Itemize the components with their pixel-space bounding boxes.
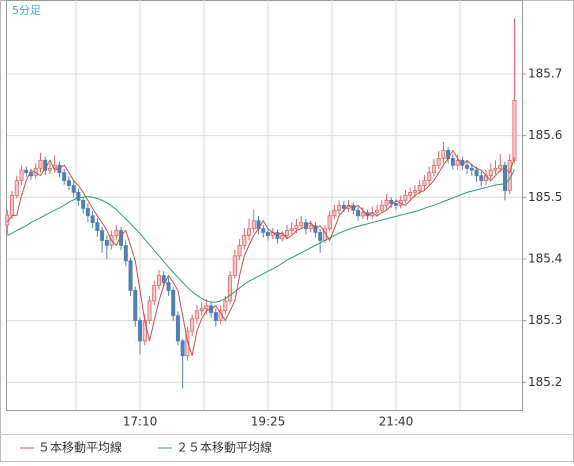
candle-body <box>469 167 474 171</box>
candle-body <box>436 158 441 166</box>
candle-body <box>104 240 109 246</box>
candle-body <box>237 244 242 257</box>
candle-body <box>389 199 394 204</box>
candle-body <box>10 195 15 216</box>
candle-body <box>14 180 19 196</box>
chart-title: 5分足 <box>12 4 41 17</box>
candle-body <box>507 159 512 191</box>
x-tick-label: 19:25 <box>251 415 286 429</box>
candle-body <box>228 275 233 302</box>
candle-body <box>114 230 119 236</box>
candle-body <box>100 230 105 241</box>
candle-body <box>384 199 389 206</box>
candle-body <box>247 228 252 236</box>
candle-body <box>95 222 100 231</box>
candle-body <box>332 209 337 217</box>
candle-body <box>47 167 52 171</box>
candle-body <box>90 215 95 223</box>
candle-body <box>66 180 71 186</box>
candle-body <box>152 285 157 302</box>
candle-body <box>190 318 195 332</box>
legend-label: ２５本移動平均線 <box>176 440 272 455</box>
candle-body <box>171 289 176 317</box>
y-tick-label: 185.7 <box>528 66 562 80</box>
y-tick-label: 185.5 <box>528 190 562 204</box>
candle-body <box>180 340 185 357</box>
y-tick-label: 185.3 <box>528 313 562 327</box>
candle-body <box>327 215 332 230</box>
plot-area <box>6 0 523 411</box>
candle-body <box>488 169 493 177</box>
candle-body <box>379 204 384 211</box>
x-tick-label: 17:10 <box>123 415 158 429</box>
candle-body <box>76 191 81 201</box>
legend-label: ５本移動平均線 <box>38 440 122 455</box>
candle-body <box>474 169 479 177</box>
candle-body <box>417 185 422 191</box>
candle-body <box>427 172 432 182</box>
candle-body <box>166 281 171 291</box>
candle-body <box>85 207 90 217</box>
x-tick-label: 21:40 <box>379 415 414 429</box>
candle-body <box>408 191 413 196</box>
candle-body <box>375 209 380 214</box>
candle-body <box>393 203 398 206</box>
y-tick-label: 185.6 <box>528 128 562 142</box>
y-tick-label: 185.2 <box>528 375 562 389</box>
candle-body <box>512 100 517 161</box>
candle-body <box>422 180 427 186</box>
candle-body <box>284 230 289 236</box>
candle-body <box>81 199 86 209</box>
candle-body <box>242 235 247 246</box>
candle-body <box>431 164 436 174</box>
ma-line <box>7 169 515 303</box>
candle-body <box>232 255 237 276</box>
candle-body <box>251 220 256 230</box>
candle-body <box>360 212 365 217</box>
candle-body <box>403 195 408 201</box>
candle-body <box>498 164 503 169</box>
candle-body <box>213 312 218 322</box>
candle-body <box>265 232 270 236</box>
ma-line <box>6 149 515 356</box>
candle-body <box>138 320 143 342</box>
candle-body <box>175 315 180 342</box>
candle-body <box>441 150 446 159</box>
candle-body <box>412 190 417 193</box>
candle-body <box>133 289 138 322</box>
candle-body <box>194 310 199 320</box>
candle-body <box>128 260 133 291</box>
candle-body <box>147 300 152 322</box>
candle-body <box>261 228 266 233</box>
candle-body <box>71 185 76 193</box>
candle-body <box>299 222 304 227</box>
candle-body <box>38 159 43 169</box>
candle-body <box>161 275 166 283</box>
candle-body <box>294 225 299 230</box>
candle-body <box>318 232 323 241</box>
candle-body <box>479 175 484 182</box>
candle-body <box>493 167 498 171</box>
candle-body <box>223 300 228 312</box>
candle-body <box>204 305 209 310</box>
candle-body <box>185 330 190 357</box>
candle-body <box>455 159 460 166</box>
candle-body <box>289 228 294 231</box>
candle-body <box>465 164 470 169</box>
y-tick-label: 185.4 <box>528 251 562 265</box>
candle-body <box>156 275 161 286</box>
candle-body <box>62 172 67 182</box>
candle-body <box>502 164 507 191</box>
candle-body <box>356 209 361 217</box>
candle-body <box>308 225 313 230</box>
candle-body <box>450 158 455 166</box>
candle-body <box>280 235 285 240</box>
candle-body <box>337 204 342 211</box>
candle-body <box>199 308 204 312</box>
candle-body <box>24 169 29 174</box>
candle-body <box>341 204 346 209</box>
candle-body <box>19 169 24 182</box>
candle-body <box>123 244 128 262</box>
